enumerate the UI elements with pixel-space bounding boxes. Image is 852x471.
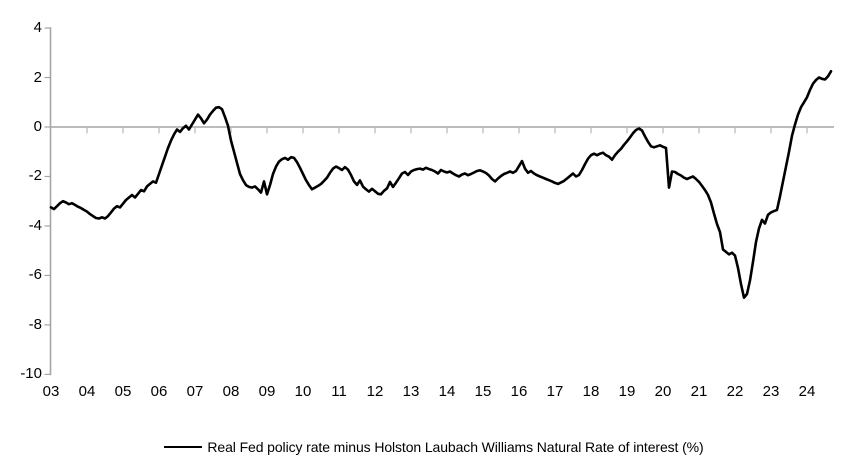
x-tick-label: 05 (114, 383, 132, 400)
y-tick-label: -4 (28, 216, 42, 234)
x-tick-label: 17 (546, 383, 564, 400)
y-tick-label: 2 (33, 68, 42, 86)
y-tick-label: -8 (28, 315, 42, 333)
x-tick-label: 08 (222, 383, 240, 400)
legend: Real Fed policy rate minus Holston Lauba… (8, 436, 852, 458)
x-tick-label: 09 (258, 383, 276, 400)
x-tick-label: 14 (438, 383, 456, 400)
x-tick-label: 07 (186, 383, 204, 400)
x-tick-label: 06 (150, 383, 168, 400)
y-tick-label: -6 (28, 266, 42, 284)
y-tick-label: 0 (33, 118, 42, 135)
x-tick-label: 18 (582, 383, 600, 400)
x-tick-label: 10 (294, 383, 312, 400)
legend-line-marker (164, 445, 203, 449)
x-tick-label: 22 (726, 383, 744, 400)
y-tick-label: 4 (33, 19, 42, 37)
x-tick-label: 24 (798, 383, 816, 400)
x-tick-label: 16 (510, 383, 528, 400)
x-tick-label: 04 (78, 383, 96, 400)
x-tick-label: 21 (690, 383, 708, 400)
x-tick-label: 19 (618, 383, 636, 400)
x-tick-label: 11 (331, 383, 347, 400)
legend-label: Real Fed policy rate minus Holston Lauba… (207, 439, 704, 455)
y-tick-label: -10 (20, 365, 42, 383)
x-tick-label: 13 (402, 383, 420, 400)
x-tick-label: 12 (366, 383, 384, 400)
x-tick-label: 20 (654, 383, 672, 400)
x-tick-label: 03 (42, 383, 60, 400)
series-line (49, 70, 833, 299)
y-tick-label: -2 (28, 167, 42, 185)
x-tick-label: 23 (762, 383, 780, 400)
x-tick-label: 15 (474, 383, 492, 400)
